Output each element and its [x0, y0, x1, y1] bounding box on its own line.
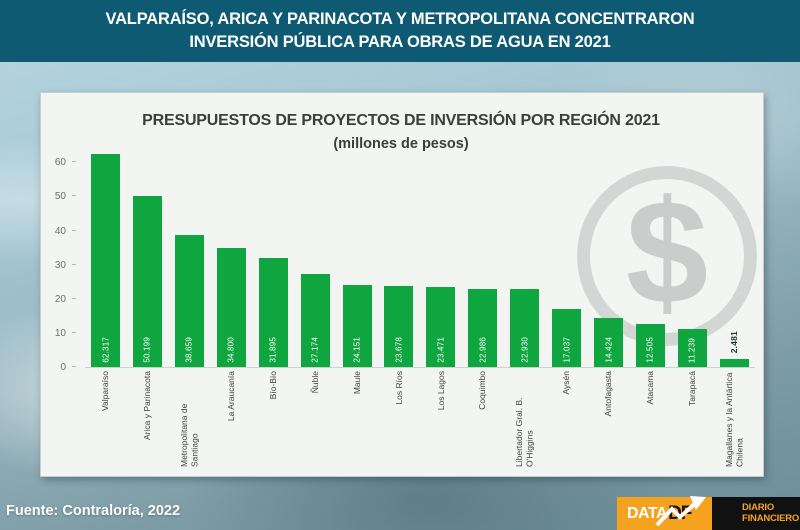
bar: 38.659 — [174, 235, 204, 367]
bar-value-label: 31.895 — [268, 337, 278, 363]
x-axis-label: Ñuble — [309, 371, 320, 394]
bar-slot: 38.659 — [169, 152, 210, 367]
x-axis-label: Coquimbo — [477, 371, 488, 410]
header-title-line2: INVERSIÓN PÚBLICA PARA OBRAS DE AGUA EN … — [189, 33, 611, 51]
bar-slot: 31.895 — [253, 152, 294, 367]
x-axis-label: Valparaíso — [100, 371, 111, 412]
bar: 22.986 — [468, 288, 498, 367]
bar-value-label: 22.986 — [478, 337, 488, 363]
header-banner: VALPARAÍSO, ARICA Y PARINACOTA Y METROPO… — [0, 0, 800, 62]
bar: 22.930 — [510, 288, 540, 367]
y-axis: 0 10 20 30 40 50 60 — [38, 152, 76, 373]
bar-value-label: 23.471 — [436, 337, 446, 363]
bar-value-label: 23.678 — [394, 337, 404, 363]
datadf-logo: DATA DF DIARIO FINANCIERO — [617, 497, 800, 530]
logo-data-label: DATA — [627, 504, 668, 522]
bar: 62.317 — [91, 154, 120, 367]
bar-slot: 50.199 — [127, 152, 168, 367]
y-axis-tick-mark — [72, 229, 76, 231]
x-axis-label: Arica y Parinacota — [142, 371, 153, 440]
bar-slot: 27.174 — [295, 152, 336, 367]
bar-slot: 12.505 — [630, 152, 671, 367]
source-caption: Fuente: Contraloría, 2022 — [6, 503, 181, 519]
bar-slot: 11.239 — [672, 152, 713, 367]
bar-value-label: 62.317 — [101, 337, 110, 363]
bar-slot: 17.037 — [546, 152, 587, 367]
bar-value-label: 38.659 — [184, 337, 194, 363]
x-axis-label: Los Ríos — [393, 371, 404, 405]
y-axis-tick-mark — [72, 331, 76, 333]
logo-diario-label: DIARIO — [742, 502, 775, 513]
x-axis-label: Atacama — [645, 371, 656, 405]
header-title-line1: VALPARAÍSO, ARICA Y PARINACOTA Y METROPO… — [105, 10, 695, 28]
bar-value-label: 24.151 — [352, 337, 362, 363]
y-axis-tick-label: 50 — [54, 191, 66, 203]
bar: 24.151 — [342, 284, 372, 367]
diario-financiero-logo-box: DIARIO FINANCIERO — [712, 497, 800, 530]
bar-slot: 24.151 — [337, 152, 378, 367]
bar-slot: 22.986 — [462, 152, 503, 367]
bar-slot: 22.930 — [504, 152, 545, 367]
bar-slot: 2.481 — [714, 152, 755, 367]
bar-value-label: 14.424 — [604, 337, 614, 363]
y-axis-tick-label: 0 — [60, 362, 66, 373]
y-axis-tick-mark — [72, 263, 76, 265]
bar-value-label: 2.481 — [729, 331, 740, 354]
bar: 27.174 — [300, 274, 330, 367]
bar: 12.505 — [635, 324, 665, 367]
bar-value-label: 22.930 — [520, 337, 530, 363]
bar: 23.471 — [426, 286, 456, 367]
datadf-logo-orange-box: DATA DF — [617, 497, 712, 530]
bar: 14.424 — [594, 317, 624, 367]
x-axis-label: Libertador Gral. B. O'Higgins — [514, 397, 535, 467]
bar: 31.895 — [258, 258, 288, 367]
x-axis-label: Aysén — [561, 371, 572, 395]
y-axis-tick-mark — [72, 297, 76, 299]
x-axis-label: Maule — [351, 371, 362, 395]
bar-slot: 62.317 — [85, 152, 126, 367]
logo-df-label: DF — [668, 502, 692, 524]
x-axis-label: Bío-Bío — [267, 371, 278, 400]
bar: 2.481 — [719, 331, 749, 367]
bar-chart-plot-area: 62.317 50.199 38.659 34.800 31.895 27.174 24.1… — [85, 152, 755, 368]
y-axis-tick-mark — [72, 195, 76, 197]
x-axis-label: Magallanes y la Antártica Chilena — [723, 372, 745, 468]
chart-subtitle: (millones de pesos) — [333, 136, 469, 152]
y-axis-tick-label: 10 — [54, 327, 66, 339]
bar-slot: 23.471 — [420, 152, 461, 367]
bar-value-label: 11.239 — [687, 337, 697, 363]
bar: 23.678 — [384, 286, 414, 367]
chart-title: PRESUPUESTOS DE PROYECTOS DE INVERSIÓN P… — [142, 112, 660, 129]
bar-value-label: 50.199 — [142, 337, 152, 363]
bar: 17.037 — [552, 308, 582, 367]
bar: 34.800 — [216, 248, 246, 367]
x-axis-label: Los Lagos — [435, 371, 446, 411]
bar-slot: 23.678 — [378, 152, 419, 367]
x-axis-label: Metropolitana de Santiago — [178, 403, 200, 467]
bar: 50.199 — [132, 195, 162, 367]
y-axis-tick-label: 60 — [54, 157, 66, 169]
y-axis-tick-label: 30 — [54, 259, 66, 271]
trend-arrow-icon — [655, 496, 706, 527]
y-axis-tick-label: 20 — [54, 293, 66, 305]
x-axis-label: Tarapacá — [687, 371, 698, 406]
bar-value-label: 17.037 — [562, 337, 572, 363]
y-axis-tick-mark — [72, 366, 76, 367]
bar: 11.239 — [677, 328, 707, 367]
bar-slot: 14.424 — [588, 152, 629, 367]
bar-value-label: 27.174 — [310, 337, 320, 363]
bar-slot: 34.800 — [211, 152, 252, 367]
y-axis-tick-label: 40 — [54, 225, 66, 237]
bar-value-label: 12.505 — [645, 337, 655, 363]
bar-value-label: 34.800 — [226, 337, 236, 363]
x-axis-label: La Araucanía — [225, 371, 236, 422]
y-axis-tick-mark — [72, 161, 76, 163]
logo-financiero-label: FINANCIERO — [742, 512, 800, 524]
x-axis-label: Antofagasta — [603, 371, 614, 417]
x-axis-labels: Valparaíso Arica y Parinacota Metropolitan… — [85, 371, 755, 471]
